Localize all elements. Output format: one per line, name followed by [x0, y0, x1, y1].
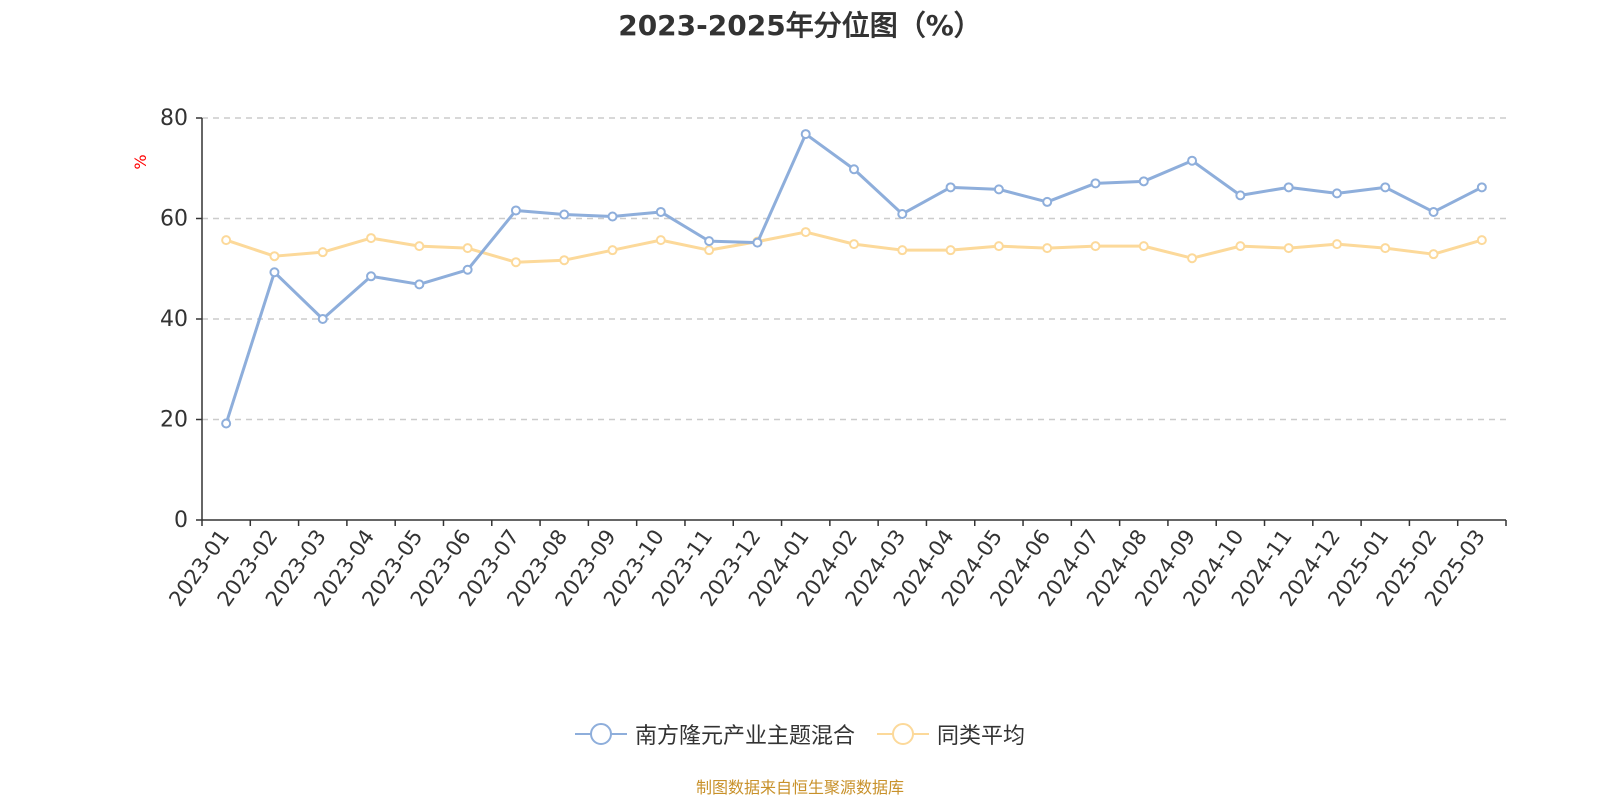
data-point	[1090, 241, 1101, 252]
data-point	[849, 164, 859, 175]
data-point	[317, 314, 328, 324]
data-point	[1476, 182, 1487, 193]
data-point	[1283, 243, 1294, 254]
y-tick-label: 0	[174, 508, 188, 533]
data-point	[897, 208, 908, 219]
data-point	[1380, 182, 1391, 193]
series-line	[224, 132, 1484, 426]
legend-item-fund[interactable]: 南方隆元产业主题混合	[574, 718, 855, 750]
chart-title: 2023-2025年分位图（%）	[618, 9, 982, 42]
data-point	[414, 279, 425, 290]
data-point	[704, 236, 715, 247]
data-point	[269, 251, 280, 262]
data-point	[607, 211, 618, 222]
data-point	[704, 245, 715, 256]
y-tick-label: 80	[160, 106, 188, 131]
data-point	[1235, 190, 1246, 201]
data-point	[462, 243, 473, 254]
series	[221, 129, 1487, 429]
data-point	[945, 245, 956, 256]
legend-line-icon	[877, 723, 929, 745]
data-point	[269, 267, 280, 278]
data-point	[1042, 243, 1053, 254]
axes: 0204060802023-012023-022023-032023-04202…	[160, 106, 1507, 611]
legend-item-peer-average[interactable]: 同类平均	[877, 718, 1025, 750]
grid-lines	[202, 117, 1506, 421]
source-note: 制图数据来自恒生聚源数据库	[695, 778, 904, 797]
data-point	[849, 239, 859, 250]
data-point	[752, 237, 763, 248]
data-point	[1138, 176, 1149, 187]
y-tick-label: 60	[160, 207, 188, 232]
data-point	[1428, 206, 1439, 217]
data-point	[1380, 243, 1391, 254]
data-point	[1187, 155, 1198, 166]
data-point	[800, 129, 811, 140]
data-point	[1428, 249, 1439, 260]
data-point	[897, 245, 908, 256]
legend-label-peer-average: 同类平均	[937, 724, 1026, 749]
data-point	[221, 235, 232, 246]
data-point	[1042, 196, 1053, 207]
data-point	[655, 235, 666, 246]
data-point	[1090, 178, 1101, 189]
data-point	[414, 241, 425, 252]
data-point	[462, 264, 473, 275]
data-point	[1331, 188, 1342, 199]
data-point	[1235, 241, 1246, 252]
data-point	[1187, 253, 1198, 264]
data-point	[1138, 241, 1149, 252]
data-point	[1331, 239, 1342, 250]
legend-line-icon	[574, 723, 627, 745]
data-point	[559, 255, 570, 266]
legend: 南方隆元产业主题混合 同类平均	[0, 718, 1600, 750]
y-tick-label: 20	[160, 408, 188, 433]
data-point	[945, 182, 956, 193]
data-point	[1283, 182, 1294, 193]
data-point	[366, 233, 377, 244]
legend-label-fund: 南方隆元产业主题混合	[634, 724, 855, 749]
data-point	[510, 205, 521, 216]
data-point	[800, 227, 811, 238]
y-tick-label: 40	[160, 307, 188, 332]
data-point	[607, 245, 618, 256]
data-point	[221, 418, 232, 429]
y-axis-label: %	[131, 154, 150, 169]
data-point	[993, 184, 1004, 195]
data-point	[993, 241, 1004, 252]
data-point	[510, 257, 521, 268]
data-point	[366, 271, 377, 282]
data-point	[559, 209, 570, 220]
data-point	[1476, 235, 1487, 246]
data-point	[317, 247, 328, 258]
data-point	[655, 206, 666, 217]
